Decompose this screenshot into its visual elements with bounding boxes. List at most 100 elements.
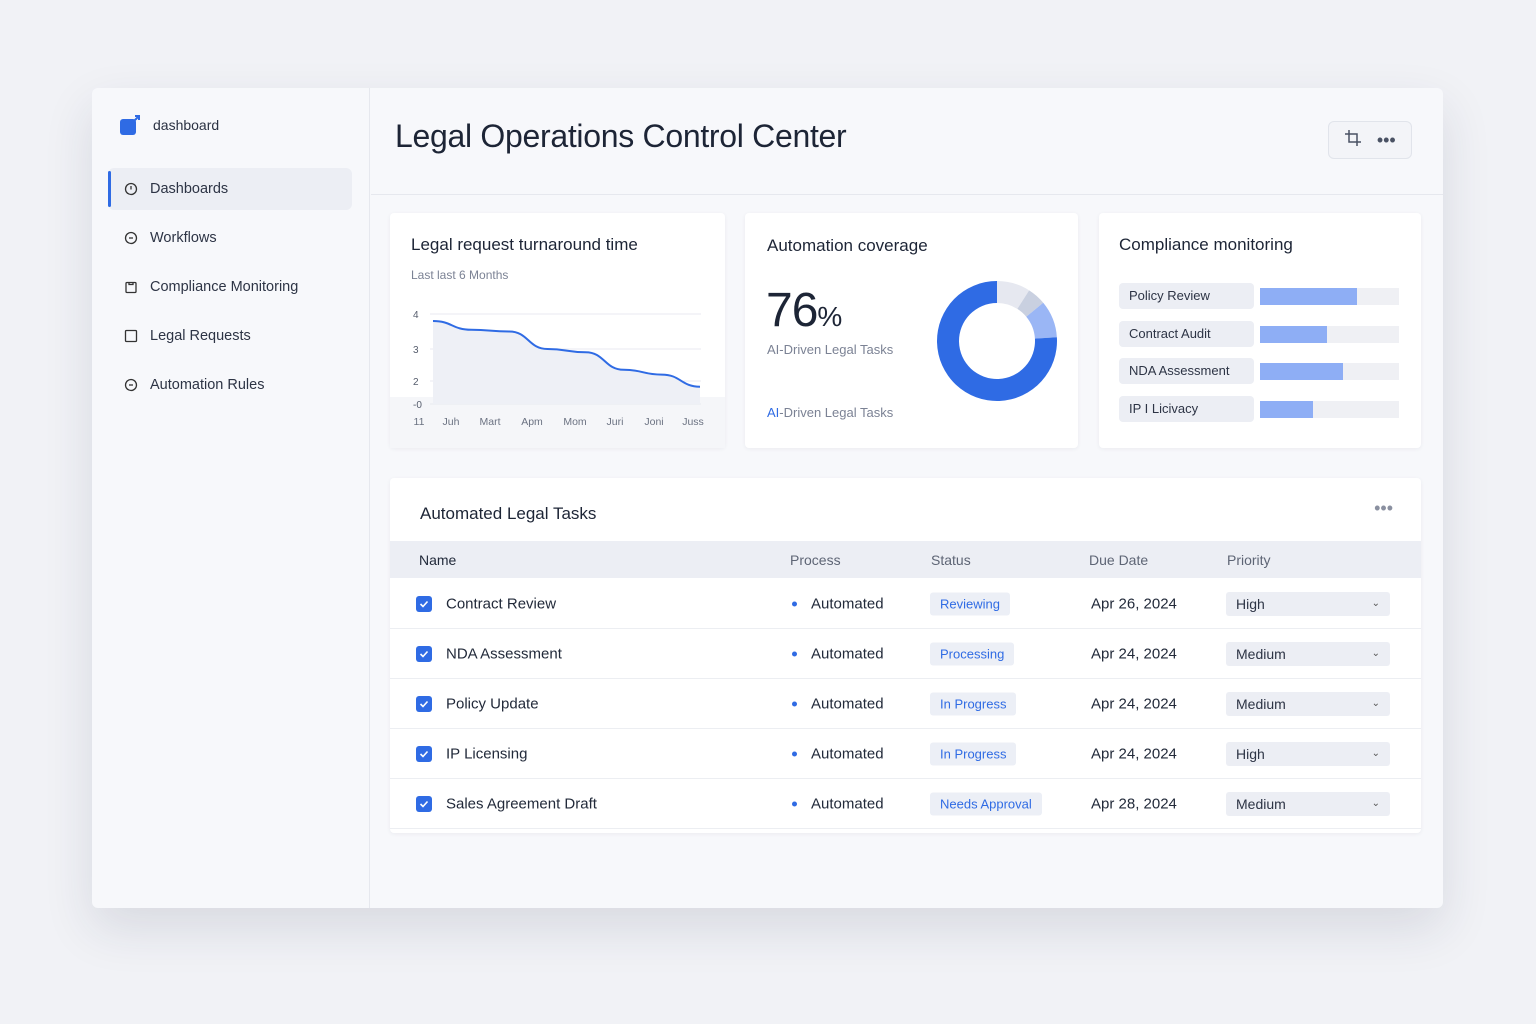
priority-value: Medium (1236, 695, 1286, 712)
sidebar: dashboard Dashboards Workflows Compliance … (92, 88, 370, 908)
x-tick-label: Mom (563, 416, 587, 428)
process-dot-icon (792, 701, 797, 706)
turnaround-title: Legal request turnaround time (411, 235, 638, 254)
process-dot-icon (792, 751, 797, 756)
automation-title: Automation coverage (767, 236, 928, 255)
row-checkbox[interactable] (416, 695, 432, 712)
priority-value: Medium (1236, 645, 1286, 662)
priority-select[interactable]: High ⌄ (1226, 591, 1390, 616)
table-row[interactable]: Policy Update Automated In Progress Apr … (390, 679, 1421, 729)
status-badge: In Progress (930, 692, 1017, 715)
col-process[interactable]: Process (790, 551, 841, 568)
task-process: Automated (811, 745, 884, 762)
page-title: Legal Operations Control Center (395, 118, 847, 154)
y-tick-label: 4 (413, 310, 419, 321)
check-icon (419, 650, 429, 658)
compliance-bar-fill (1260, 288, 1358, 305)
x-tick-label: 11 (414, 416, 425, 428)
table-row[interactable]: NDA Assessment Automated Processing Apr … (390, 629, 1421, 679)
header-actions: ••• (1328, 121, 1412, 159)
more-icon[interactable]: ••• (1376, 129, 1396, 150)
sidebar-item-label: Automation Rules (150, 377, 265, 393)
process-dot-icon (792, 801, 797, 806)
task-due-date: Apr 28, 2024 (1091, 795, 1177, 812)
more-icon[interactable]: ••• (1374, 498, 1393, 518)
compliance-bar-track (1260, 325, 1399, 343)
automation-caption: AI-Driven Legal Tasks (767, 342, 894, 357)
row-checkbox[interactable] (416, 595, 432, 612)
compliance-bar-fill (1260, 400, 1313, 418)
sidebar-item-label: Compliance Monitoring (150, 279, 299, 295)
task-process: Automated (811, 645, 884, 662)
crop-plus-icon[interactable] (1344, 129, 1362, 152)
compliance-bar-track (1260, 400, 1399, 418)
priority-select[interactable]: Medium ⌄ (1226, 791, 1390, 816)
process-dot-icon (792, 651, 797, 656)
check-icon (419, 750, 429, 758)
task-due-date: Apr 24, 2024 (1091, 695, 1177, 712)
priority-value: Medium (1236, 795, 1286, 812)
compliance-label: NDA Assessment (1119, 358, 1254, 384)
priority-select[interactable]: Medium ⌄ (1226, 641, 1390, 666)
tasks-title: Automated Legal Tasks (420, 504, 597, 523)
sidebar-item-label: Workflows (150, 230, 217, 246)
table-header: Name Process Status Due Date Priority (390, 541, 1421, 578)
x-axis-band (390, 397, 725, 448)
automation-percent: 76 (766, 284, 818, 337)
compliance-label: Contract Audit (1119, 320, 1254, 347)
priority-select[interactable]: Medium ⌄ (1226, 691, 1390, 716)
table-row[interactable]: Sales Agreement Draft Automated Needs Ap… (390, 779, 1421, 829)
y-tick-label: -0 (413, 400, 422, 411)
table-row[interactable]: Contract Review Automated Reviewing Apr … (390, 579, 1421, 629)
priority-value: High (1236, 745, 1265, 762)
status-badge: In Progress (930, 742, 1017, 765)
x-tick-label: Juss (682, 416, 704, 428)
logo-icon (120, 115, 140, 135)
link-rest: -Driven Legal Tasks (779, 405, 894, 420)
chevron-down-icon: ⌄ (1371, 747, 1380, 759)
clipboard-icon (125, 281, 137, 294)
square-icon (124, 329, 138, 343)
col-due-date[interactable]: Due Date (1089, 551, 1149, 568)
circle-icon (124, 378, 138, 392)
donut-slice (1017, 290, 1044, 317)
automation-donut-chart (937, 281, 1057, 401)
col-status[interactable]: Status (931, 551, 971, 568)
automation-link[interactable]: AI-Driven Legal Tasks (767, 405, 893, 420)
row-checkbox[interactable] (416, 745, 432, 762)
chevron-down-icon: ⌄ (1371, 797, 1380, 809)
priority-value: High (1236, 595, 1265, 612)
table-row[interactable]: IP Licensing Automated In Progress Apr 2… (390, 729, 1421, 779)
sidebar-item-automation-rules[interactable]: Automation Rules (108, 364, 352, 406)
brand[interactable]: dashboard (119, 114, 219, 136)
row-checkbox[interactable] (416, 795, 432, 812)
compliance-item: Policy Review (1119, 283, 1399, 309)
process-dot-icon (792, 601, 797, 606)
status-badge: Processing (930, 642, 1015, 665)
col-priority[interactable]: Priority (1227, 551, 1271, 568)
status-badge: Reviewing (930, 592, 1010, 615)
compliance-item: NDA Assessment (1119, 358, 1399, 384)
page-header: Legal Operations Control Center ••• (371, 88, 1443, 195)
compliance-title: Compliance monitoring (1119, 235, 1293, 254)
check-icon (419, 700, 429, 708)
sidebar-item-workflows[interactable]: Workflows (108, 217, 352, 259)
row-checkbox[interactable] (416, 645, 432, 662)
sidebar-item-compliance-monitoring[interactable]: Compliance Monitoring (108, 266, 352, 308)
tasks-card: Automated Legal Tasks ••• Name Process S… (390, 478, 1421, 833)
task-name: NDA Assessment (446, 645, 562, 662)
automation-value: 76% (766, 283, 842, 338)
sidebar-nav: Dashboards Workflows Compliance Monitoring… (108, 168, 352, 413)
compliance-bar-fill (1260, 363, 1344, 380)
task-name: Sales Agreement Draft (446, 795, 597, 812)
sidebar-item-legal-requests[interactable]: Legal Requests (108, 315, 352, 357)
task-due-date: Apr 26, 2024 (1091, 595, 1177, 612)
task-name: IP Licensing (446, 745, 528, 762)
compliance-bar-fill (1260, 325, 1327, 343)
priority-select[interactable]: High ⌄ (1226, 741, 1390, 766)
sidebar-item-label: Legal Requests (150, 328, 251, 344)
donut-slice (937, 281, 1057, 401)
sidebar-item-dashboards[interactable]: Dashboards (108, 168, 352, 210)
compliance-bar-track (1260, 288, 1399, 305)
col-name[interactable]: Name (419, 551, 457, 568)
